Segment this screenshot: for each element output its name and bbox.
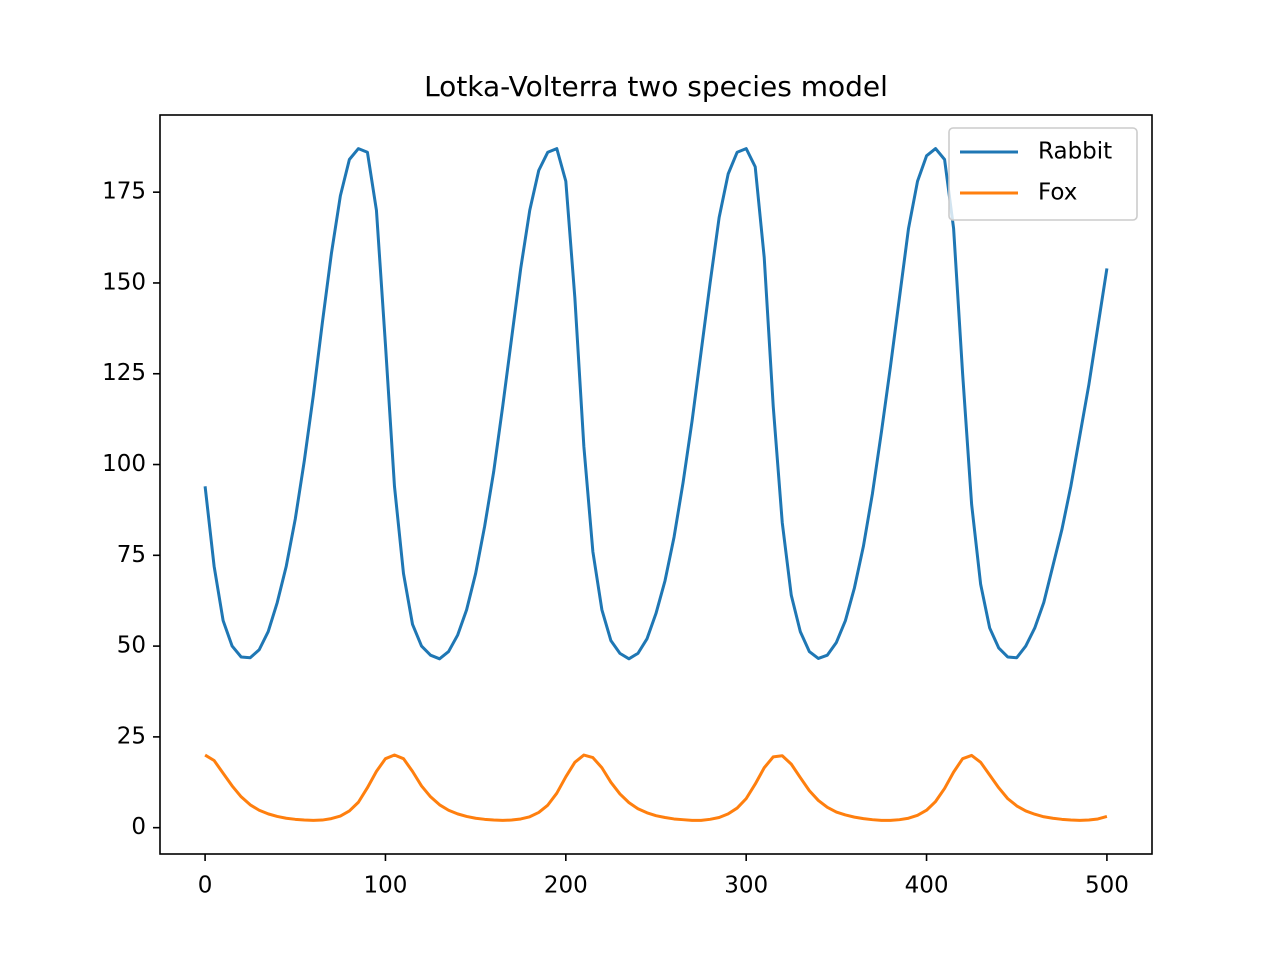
y-tick-label: 125	[102, 360, 146, 386]
x-tick-label: 0	[198, 873, 213, 899]
data-line	[204, 753, 1108, 822]
x-tick-label: 100	[364, 873, 408, 899]
chart-title: Lotka-Volterra two species model	[424, 70, 888, 103]
x-tick-label: 300	[724, 873, 768, 899]
data-line	[203, 147, 1109, 661]
legend-label: Rabbit	[1038, 139, 1112, 165]
x-tick-label: 500	[1085, 873, 1129, 899]
y-tick-label: 25	[117, 723, 146, 749]
x-tick-label: 400	[905, 873, 949, 899]
y-tick-label: 100	[102, 451, 146, 477]
y-tick-label: 175	[102, 179, 146, 205]
legend-label: Fox	[1038, 180, 1077, 206]
y-tick-label: 75	[117, 542, 146, 568]
y-tick-label: 50	[117, 633, 146, 659]
y-tick-label: 0	[131, 814, 146, 840]
plot-frame	[159, 114, 1153, 855]
x-tick-label: 200	[544, 873, 588, 899]
y-tick-label: 150	[102, 269, 146, 295]
